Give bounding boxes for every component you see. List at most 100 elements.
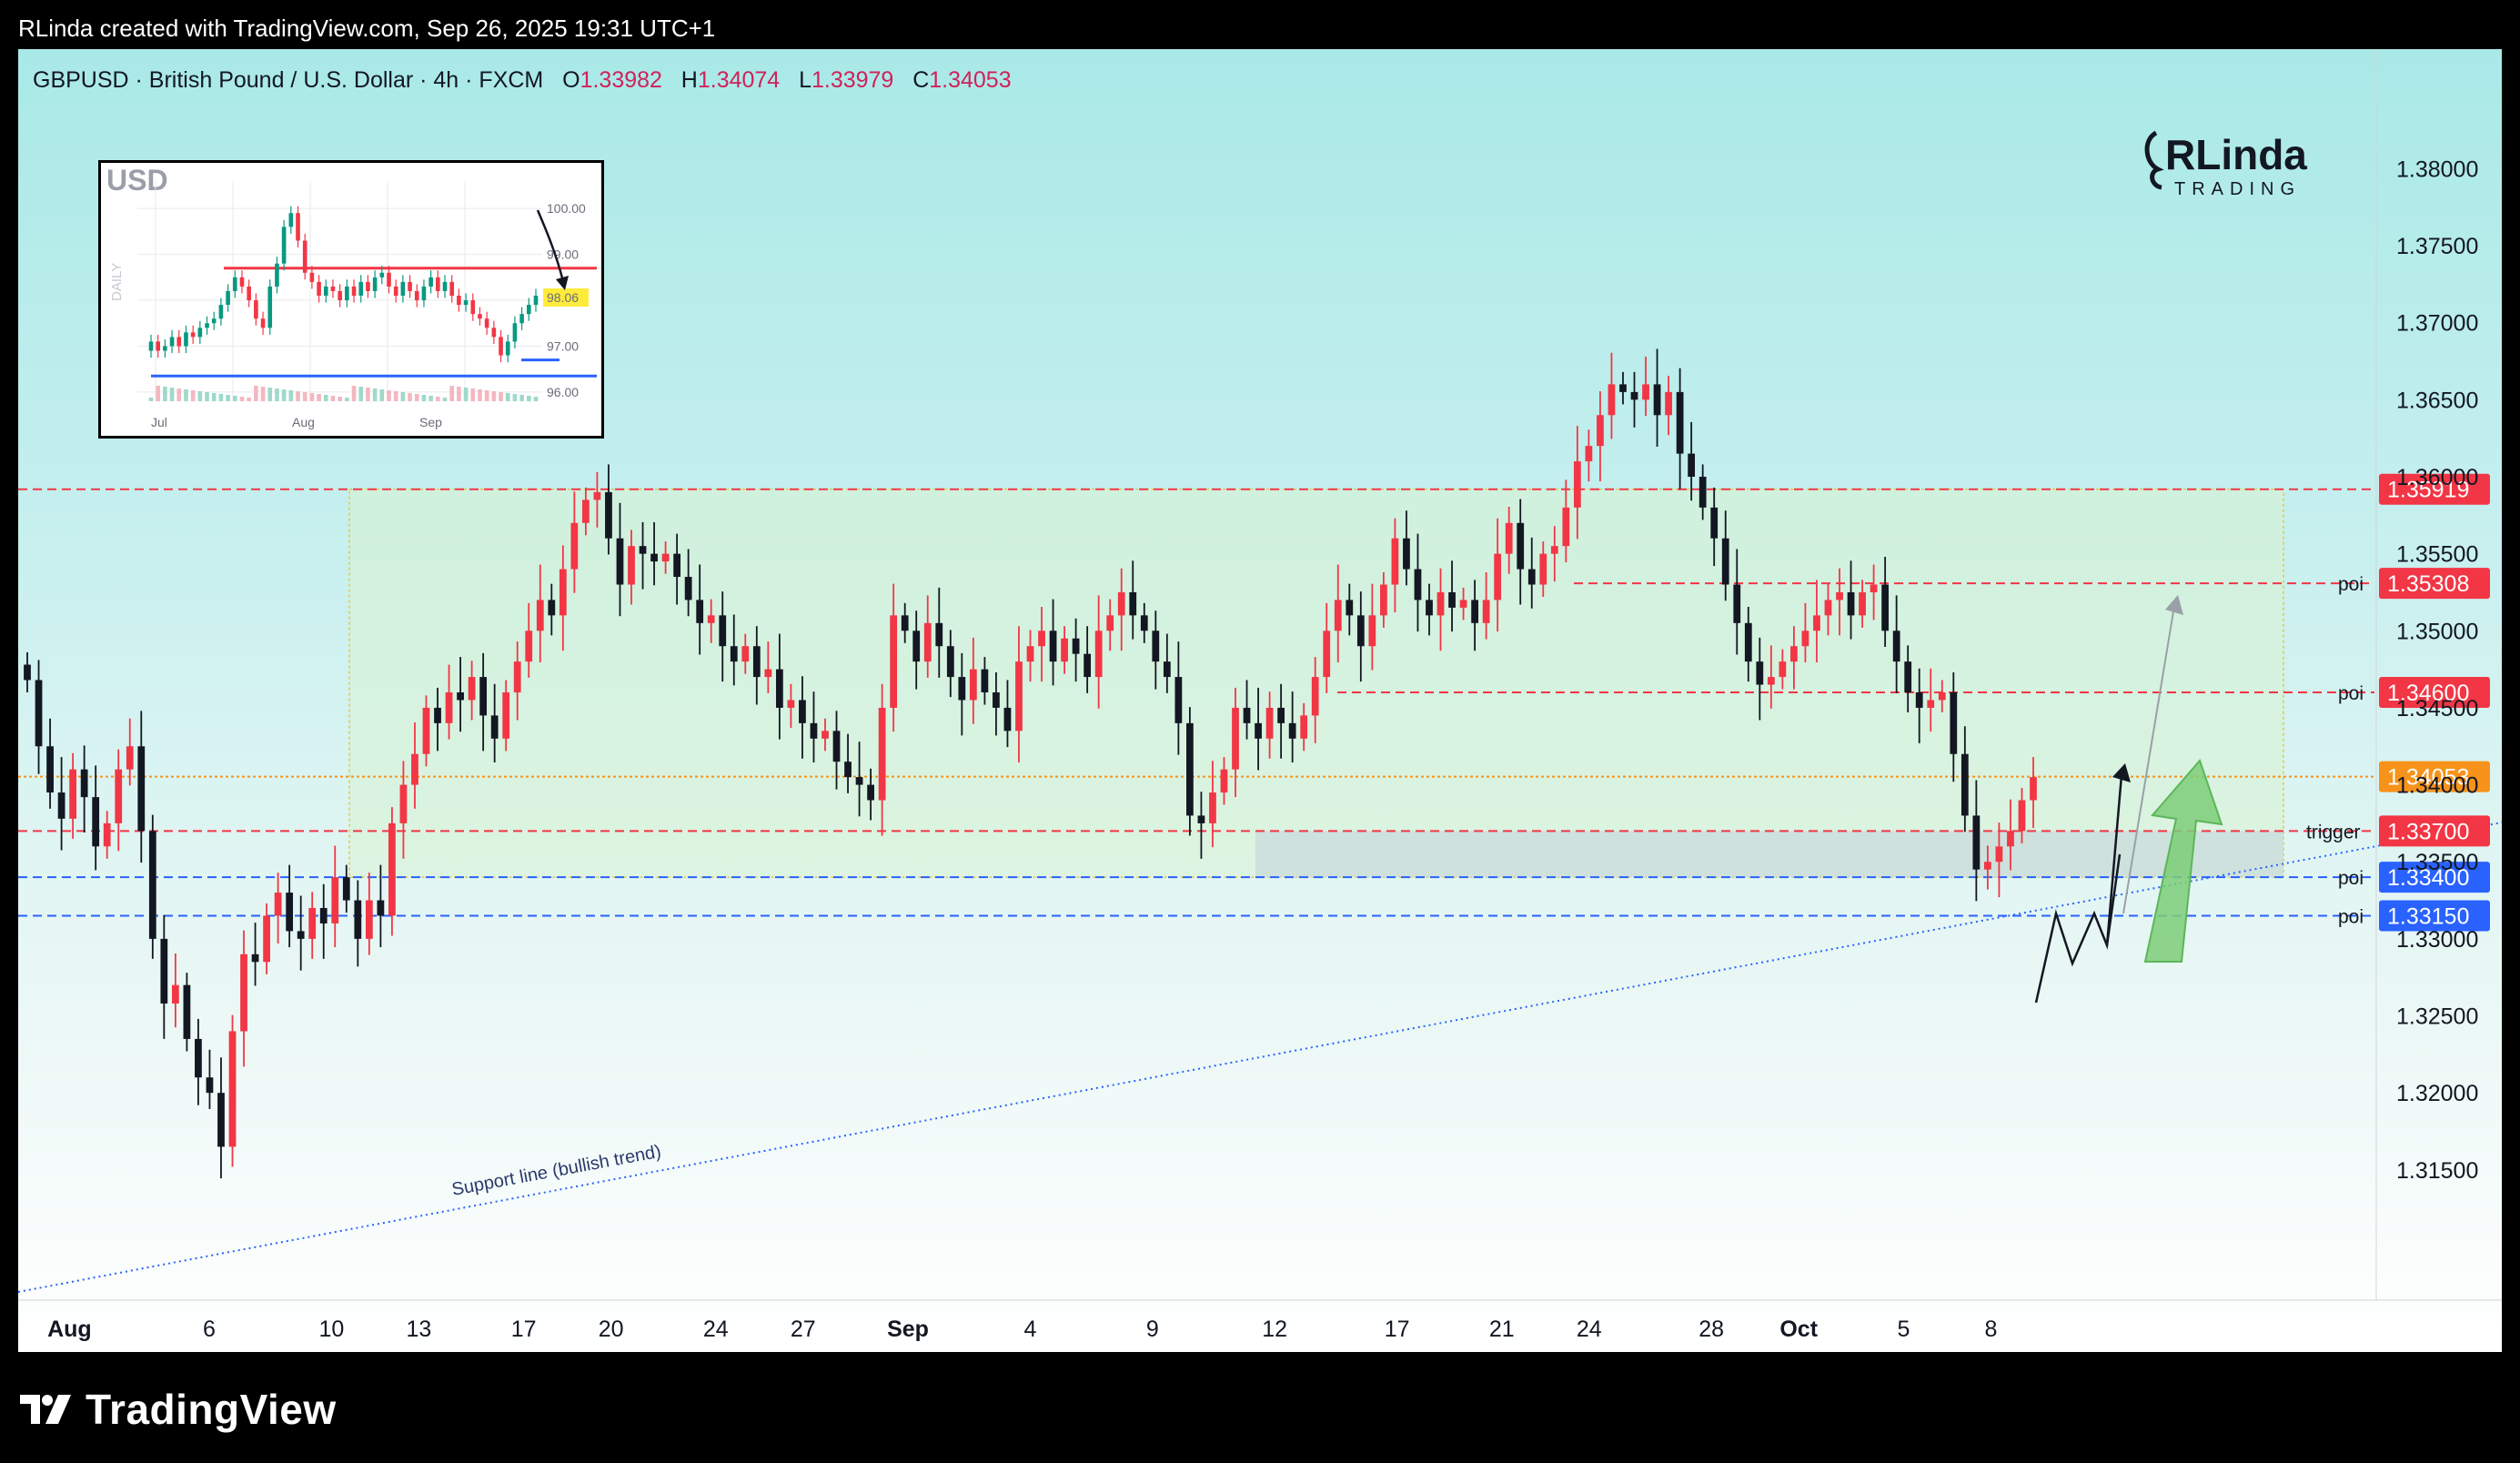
candle [844, 733, 852, 793]
open-value: 1.33982 [580, 67, 662, 93]
candle [217, 1057, 225, 1179]
support-trendline [18, 822, 2502, 1293]
inset-candle [302, 233, 307, 280]
candle [228, 1014, 237, 1167]
candle [1859, 580, 1866, 628]
candle [1892, 595, 1900, 693]
candle [1494, 518, 1502, 632]
candle [1972, 780, 1981, 902]
inset-candle [484, 311, 489, 335]
price-tick-12: 1.32000 [2396, 1081, 2478, 1106]
inset-candle [309, 266, 315, 289]
candle [331, 845, 339, 948]
candle [559, 545, 567, 651]
candle [1653, 348, 1661, 447]
open-label: O [562, 67, 580, 93]
candle [661, 541, 670, 574]
time-tick-4: 17 [511, 1317, 537, 1342]
chart-panel[interactable]: Support line (bullish trend) 1.35919 poi 1… [18, 49, 2502, 1352]
inset-candle [211, 311, 217, 330]
inset-price-tick-4: 96.00 [547, 385, 579, 399]
price-tag-label-6: 1.33150 [2387, 903, 2469, 929]
candle [878, 683, 886, 836]
candle [525, 602, 533, 678]
price-tag-1 [2379, 568, 2490, 600]
time-tick-14: 24 [1577, 1317, 1602, 1342]
candle [1368, 583, 1376, 671]
candle [1995, 822, 2003, 898]
candle [1300, 702, 1308, 752]
time-tick-10: 9 [1146, 1317, 1159, 1342]
zones-layer [348, 488, 2284, 878]
candle [1277, 683, 1285, 759]
price-tag-label-4: 1.33700 [2387, 819, 2469, 844]
inset-title: USD [106, 164, 168, 197]
price-tag-label-5: 1.33400 [2387, 865, 2469, 891]
candle [1174, 641, 1183, 755]
inset-price-tick-1: 99.00 [547, 247, 579, 262]
candle [628, 530, 635, 605]
bullish-arrow-icon [2143, 759, 2223, 963]
candle [1209, 761, 1216, 848]
inset-price-tick-3: 97.00 [547, 338, 579, 353]
inset-candle [414, 284, 419, 308]
candle [206, 1049, 214, 1109]
candle [1733, 549, 1741, 655]
candle [1403, 510, 1410, 586]
candle [1152, 610, 1160, 690]
candle [1414, 533, 1422, 632]
candle [764, 641, 772, 693]
price-tick-2: 1.37000 [2396, 311, 2478, 337]
candle [1288, 691, 1296, 763]
inset-candle [527, 298, 531, 321]
brand-sub-text: TRADING [2174, 179, 2301, 199]
candle [195, 1018, 202, 1105]
candle [958, 652, 966, 736]
candle [24, 651, 31, 693]
candle [799, 676, 806, 759]
candle [1426, 583, 1433, 636]
inset-arrow-icon [536, 209, 565, 282]
level-note-5: poi [2338, 868, 2364, 889]
inset-candle [428, 270, 433, 294]
candle [80, 745, 88, 833]
candle [993, 671, 1000, 736]
candle [479, 652, 488, 752]
candle [1061, 626, 1068, 674]
candle [1323, 602, 1331, 693]
candle [946, 630, 954, 698]
close-label: C [912, 67, 930, 93]
inset-candle [169, 329, 175, 354]
candle [1471, 580, 1478, 651]
price-tag-label-1: 1.35308 [2387, 571, 2469, 597]
inset-candle [463, 293, 469, 312]
price-axis: 1.38000 1.37500 1.37000 1.36500 1.36000 1.355… [2375, 49, 2478, 1300]
candle [1186, 707, 1194, 836]
candle [912, 610, 921, 690]
candle [1665, 376, 1672, 436]
inset-arrowhead-icon [556, 276, 569, 290]
level-note-2: poi [2338, 683, 2364, 704]
price-chart[interactable]: Support line (bullish trend) 1.35919 poi 1… [18, 49, 2502, 1352]
candle [1608, 352, 1616, 439]
candle [1197, 792, 1205, 859]
trendline-label: Support line (bullish trend) [450, 1142, 663, 1200]
candle [502, 680, 510, 752]
price-tick-8: 1.34000 [2396, 773, 2478, 799]
inset-price-tick-2: 98.06 [547, 290, 579, 305]
candle [1038, 607, 1045, 682]
candle [1391, 518, 1399, 612]
candle [240, 930, 247, 1067]
high-value: 1.34074 [697, 67, 781, 93]
candle [1026, 630, 1034, 682]
candle [1356, 591, 1365, 682]
candle [787, 683, 795, 728]
candle [730, 614, 738, 686]
inset-candle [436, 270, 440, 298]
inset-candle [366, 275, 370, 298]
candle [297, 895, 305, 971]
candle [103, 811, 111, 859]
price-tag-label-0: 1.35919 [2387, 478, 2469, 503]
candle [1482, 571, 1490, 640]
time-tick-3: 13 [406, 1317, 431, 1342]
